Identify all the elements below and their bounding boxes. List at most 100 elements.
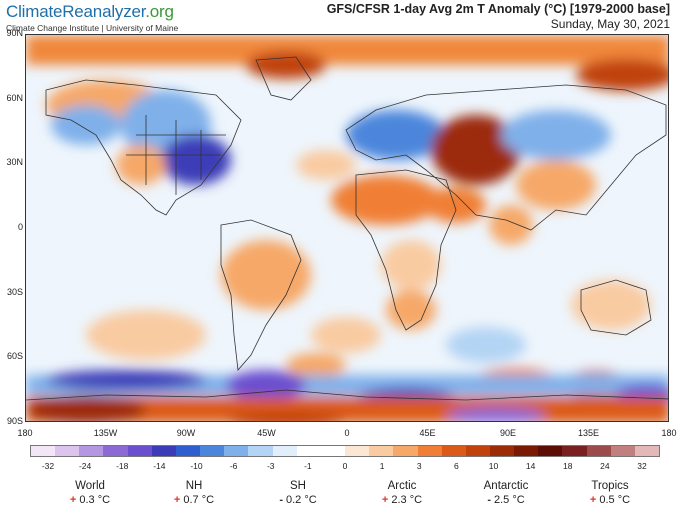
longitude-label: 180 [661,428,677,438]
atlantic-warm [296,150,356,180]
middle-east-warm [426,187,486,223]
stat-arctic: Arctic +2.3 °C [352,480,452,506]
australia-outline [580,279,652,336]
india-warm [489,205,533,245]
latitude-label: 30S [6,286,23,297]
stat-sign: + [173,494,181,506]
stat-number: 0.7 °C [183,494,215,506]
colorbar-swatch [175,446,201,456]
anomaly-map-svg [26,35,668,421]
colorbar-swatch [320,446,346,456]
colorbar-swatch [489,446,515,456]
colorbar-label: 3 [416,461,422,471]
colorbar-label: 14 [525,461,536,471]
stat-sign: - [487,494,491,506]
stats-row: World +0.3 °C NH +0.7 °C SH -0.2 °C Arctic +2.3… [40,480,660,506]
colorbar-swatch [151,446,176,456]
europe-asia-outline [345,84,667,231]
longitude-label: 90W [176,428,196,438]
siberia-cold [501,110,611,160]
stat-value: +0.5 °C [560,494,660,506]
stat-tropics: Tropics +0.5 °C [560,480,660,506]
south-atlantic-warm [311,317,381,353]
north-america-outline [45,79,242,216]
stat-value: -2.5 °C [456,494,556,506]
colorbar-swatch [224,446,249,456]
stat-number: 0.2 °C [285,494,317,506]
stat-name: Tropics [591,480,629,492]
southern-ocean-warm-1 [286,353,346,377]
colorbar-swatch [127,446,152,456]
stat-value: +0.3 °C [40,494,140,506]
brand-subtitle: Climate Change Institute | University of… [6,23,179,33]
longitude-label: 45E [419,428,436,438]
amazon-warm [221,240,311,310]
brand-suffix: .org [145,2,174,21]
brand-name: ClimateReanalyzer [6,2,146,21]
colorbar-swatch [272,446,297,456]
central-africa-warm [381,240,441,290]
stat-nh: NH +0.7 °C [144,480,244,506]
colorbar-label: -32 [41,461,55,471]
colorbar-label: 32 [637,461,647,471]
longitude-label: 135E [577,428,600,438]
colorbar-swatch [514,446,539,456]
colorbar [30,445,660,457]
coastlines [26,56,668,401]
brand: ClimateReanalyzer.org Climate Change Ins… [6,2,178,33]
colorbar-swatch [200,446,225,456]
stat-number: 2.5 °C [493,494,525,506]
brand-logo[interactable]: ClimateReanalyzer.org [6,2,178,22]
africa-outline [355,169,457,331]
china-warm [516,160,596,210]
latitude-label: 60N [6,92,23,103]
colorbar-label: 0 [342,461,348,471]
longitude-label: 0 [344,428,350,438]
us-borders [126,115,226,195]
colorbar-label: -10 [190,461,203,471]
latitude-label: 90S [6,416,23,426]
stat-sign: - [279,494,283,506]
antarctic-cold-5 [446,407,546,421]
latitude-label: 30N [6,157,23,168]
colorbar-swatch [345,446,370,456]
eastern-us-cold [161,135,231,185]
colorbar-swatch [79,446,104,456]
colorbar-label: 18 [563,461,573,471]
stat-sign: + [69,494,77,506]
stat-antarctic: Antarctic -2.5 °C [456,480,556,506]
antarctic-hot-1 [26,396,146,421]
colorbar-swatch [103,446,128,456]
colorbar-label: -6 [229,461,238,471]
colorbar-swatch [441,446,466,456]
stat-name: SH [290,480,306,492]
longitude-label: 135W [93,428,118,438]
colorbar-label: 10 [488,461,499,471]
colorbar-swatch [393,446,418,456]
antarctic-cold-2 [226,370,306,400]
map-date: Sunday, May 30, 2021 [550,17,670,31]
stat-number: 2.3 °C [391,494,423,506]
map-title: GFS/CFSR 1-day Avg 2m T Anomaly (°C) [19… [326,2,670,16]
antarctic-cold-1 [46,370,206,390]
colorbar-label: -18 [116,461,129,471]
colorbar-swatch [417,446,442,456]
south-indian-cold [446,327,526,363]
colorbar-swatch [369,446,394,456]
colorbar-label: 24 [600,461,610,471]
colorbar-swatch [562,446,587,456]
colorbar-label: 1 [379,461,385,471]
colorbar-swatch [55,446,80,456]
longitude-label: 45W [257,428,276,438]
latitude-label: 60S [6,351,23,362]
siberia-hot-spot [576,59,668,91]
australia-warm [571,280,651,330]
colorbar-label: -14 [153,461,166,471]
stat-name: World [75,480,105,492]
stat-world: World +0.3 °C [40,480,140,506]
title-block: GFS/CFSR 1-day Avg 2m T Anomaly (°C) [19… [327,2,670,31]
sahara-warm [331,175,441,225]
stat-sh: SH -0.2 °C [248,480,348,506]
stat-name: NH [185,480,203,492]
europe-cold [346,110,446,160]
